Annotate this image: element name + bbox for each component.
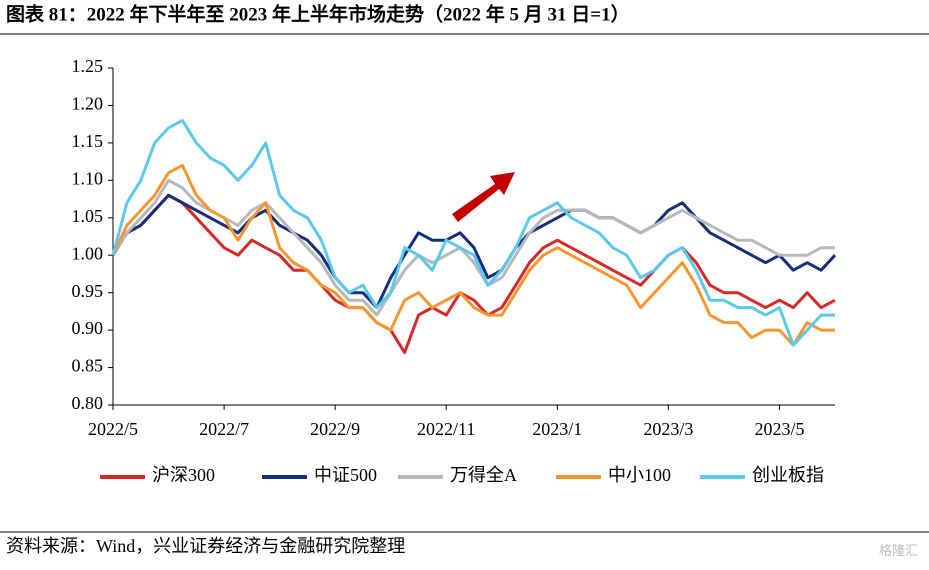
trend-arrow [452,172,515,222]
series-line [111,178,835,317]
legend-label: 万得全A [450,465,517,485]
x-tick-label: 2023/1 [532,419,582,439]
x-tick-label: 2022/5 [88,419,138,439]
y-tick-label: 1.10 [72,168,104,188]
series-line [111,118,835,347]
series-line [111,193,837,310]
x-tick-label: 2023/3 [643,419,693,439]
y-tick-label: 1.20 [72,94,104,114]
watermark: 格隆汇 [879,543,918,558]
y-tick-label: 0.95 [72,281,104,301]
source: 资料来源：Wind，兴业证券经济与金融研究院整理 [6,536,405,556]
y-tick-label: 1.05 [72,206,104,226]
legend-label: 沪深300 [152,465,215,485]
series-line [111,163,835,347]
x-tick-label: 2022/11 [417,419,475,439]
x-tick-label: 2023/5 [754,419,804,439]
legend-label: 创业板指 [752,465,824,485]
y-tick-label: 1.15 [72,131,104,151]
y-tick-label: 0.80 [72,393,104,413]
series-line [111,193,836,355]
legend-label: 中证500 [314,465,377,485]
y-tick-label: 0.90 [72,318,104,338]
chart-title: 图表 81：2022 年下半年至 2023 年上半年市场走势（2022 年 5 … [6,2,630,25]
y-tick-label: 0.85 [72,356,104,376]
legend-label: 中小100 [608,465,671,485]
x-tick-label: 2022/9 [310,419,360,439]
y-tick-label: 1.25 [72,56,104,76]
x-tick-label: 2022/7 [199,419,249,439]
y-tick-label: 1.00 [72,243,104,263]
